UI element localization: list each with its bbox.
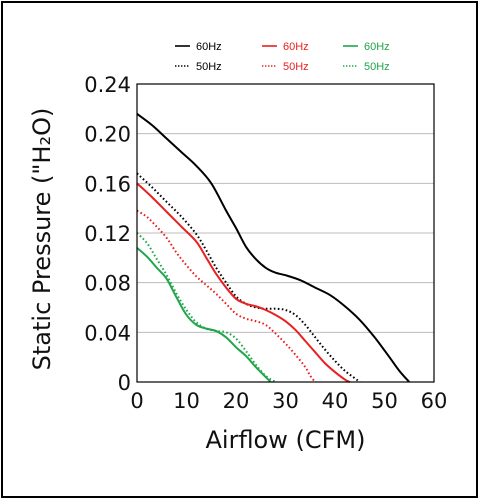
y-tick-label: 0.20 xyxy=(84,123,131,147)
legend: 60Hz 50Hz 60Hz 50Hz 60Hz 50Hz xyxy=(175,41,390,73)
grid-lines xyxy=(137,133,434,333)
tick-labels: 0 0.04 0.08 0.12 0.16 0.20 0.24 0 10 20 30 40 50 60 xyxy=(84,73,447,413)
series-lines xyxy=(136,113,410,383)
series-line-1 xyxy=(136,172,361,383)
y-tick-label: 0.08 xyxy=(84,272,131,296)
legend-label: 50Hz xyxy=(283,61,309,73)
series-line-0 xyxy=(136,113,410,383)
x-tick-label: 10 xyxy=(173,389,200,413)
series-line-4 xyxy=(136,247,272,383)
x-tick-label: 40 xyxy=(322,389,349,413)
plot-area-border xyxy=(136,83,435,383)
x-tick-label: 60 xyxy=(421,389,448,413)
x-tick-label: 30 xyxy=(272,389,299,413)
y-tick-label: 0.16 xyxy=(84,172,131,196)
legend-label: 60Hz xyxy=(283,41,309,53)
y-tick-label: 0.04 xyxy=(84,321,131,345)
y-tick-label: 0 xyxy=(118,371,131,395)
series-line-2 xyxy=(136,182,351,383)
x-tick-label: 20 xyxy=(223,389,250,413)
y-axis-title: Static Pressure ("H₂O) xyxy=(28,108,56,371)
y-tick-label: 0.12 xyxy=(84,222,131,246)
legend-label: 60Hz xyxy=(196,41,222,53)
x-tick-label: 0 xyxy=(130,389,143,413)
legend-label: 50Hz xyxy=(364,61,390,73)
y-tick-label: 0.24 xyxy=(84,73,131,97)
x-tick-label: 50 xyxy=(371,389,398,413)
legend-label: 60Hz xyxy=(364,41,390,53)
legend-label: 50Hz xyxy=(196,61,222,73)
x-axis-title: Airflow (CFM) xyxy=(205,426,365,454)
series-line-3 xyxy=(136,209,316,383)
